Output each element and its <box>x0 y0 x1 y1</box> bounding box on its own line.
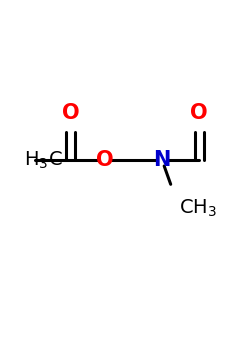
Text: H$_3$C: H$_3$C <box>24 149 62 171</box>
Text: N: N <box>154 150 171 170</box>
Text: CH$_3$: CH$_3$ <box>180 197 218 218</box>
Text: O: O <box>96 150 114 170</box>
Text: O: O <box>62 103 80 123</box>
Text: O: O <box>190 103 208 123</box>
